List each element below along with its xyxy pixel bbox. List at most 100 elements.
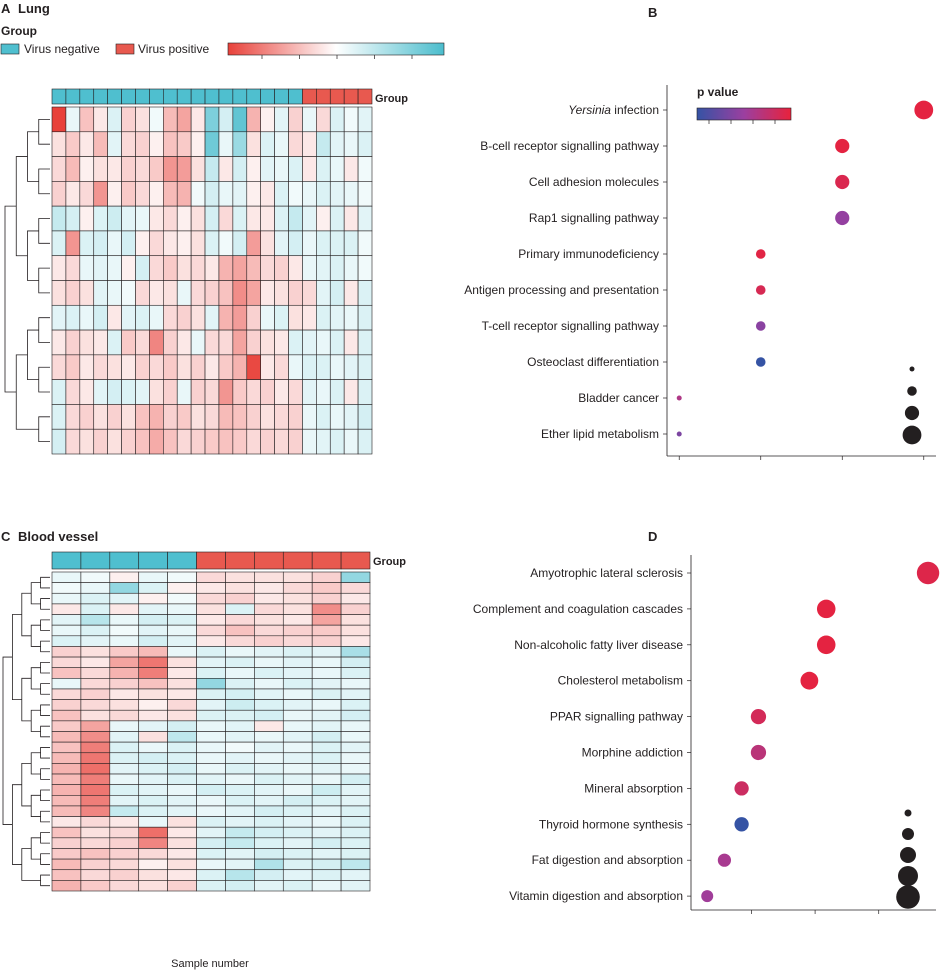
group-cell-pos — [196, 551, 226, 570]
heatmap-cell — [311, 667, 342, 679]
data-point — [676, 395, 682, 401]
heatmap-cell — [138, 603, 168, 615]
heatmap-cell — [311, 614, 342, 626]
heatmap-cell — [274, 354, 289, 380]
heatmap-cell — [135, 329, 150, 356]
heatmap-cell — [340, 614, 371, 626]
heatmap-cell — [311, 869, 342, 881]
heatmap-cell — [311, 784, 342, 796]
heatmap-cell — [51, 205, 67, 232]
heatmap-cell — [316, 156, 331, 182]
heatmap-cell — [282, 816, 313, 828]
heatmap-colorbar-ticks — [261, 55, 413, 59]
heatmap-cell — [196, 794, 226, 807]
heatmap-cell — [93, 329, 108, 356]
heatmap-cell — [190, 304, 206, 331]
heatmap-cell — [196, 741, 226, 754]
heatmap-cell — [225, 582, 255, 594]
heatmap-cell — [282, 656, 313, 668]
group-cell-pos — [254, 551, 284, 570]
heatmap-cell — [93, 404, 108, 430]
heatmap-cell — [225, 678, 255, 690]
heatmap-cell — [218, 205, 234, 232]
heatmap-cell — [225, 646, 255, 658]
heatmap-cell — [109, 869, 140, 881]
heatmap-cell — [93, 379, 108, 405]
pathway-label: Primary immunodeficiency — [518, 247, 659, 261]
heatmap-cell — [167, 624, 197, 637]
heatmap-cell — [204, 131, 220, 157]
heatmap-cell — [107, 428, 122, 455]
heatmap-cell — [135, 404, 150, 430]
heatmap-cell — [254, 624, 284, 637]
heatmap-cell — [282, 741, 313, 754]
heatmap-cell — [80, 592, 111, 605]
heatmap-cell — [138, 709, 168, 722]
heatmap-cell — [149, 304, 164, 331]
heatmap-cell — [260, 379, 275, 405]
heatmap-cell — [288, 329, 303, 356]
heatmap-cell — [225, 592, 255, 605]
heatmap-cell — [79, 255, 95, 281]
heatmap-cell — [282, 880, 313, 892]
heatmap-cell — [176, 354, 192, 380]
data-point — [734, 781, 749, 796]
heatmap-cell — [274, 181, 289, 207]
heatmap-cell — [288, 428, 303, 455]
heatmap-cell — [274, 404, 289, 430]
heatmap-cell — [79, 304, 95, 331]
heatmap-cell — [176, 379, 192, 405]
heatmap-cell — [311, 763, 342, 775]
heatmap-cell — [190, 404, 206, 430]
heatmap-cell — [246, 230, 261, 257]
heatmap-cell — [316, 106, 331, 133]
heatmap-cell — [311, 688, 342, 700]
heatmap-cell — [311, 571, 342, 583]
heatmap-cell — [311, 646, 342, 658]
heatmap-cell — [302, 156, 317, 182]
group-cell-pos — [357, 88, 373, 105]
heatmap-cell — [260, 404, 275, 430]
data-point — [701, 890, 714, 903]
data-point — [816, 599, 836, 619]
heatmap-cell — [138, 635, 168, 647]
heatmap-cell — [316, 181, 331, 207]
heatmap-cell — [282, 603, 313, 615]
heatmap-cell — [149, 230, 164, 257]
heatmap-cell — [80, 763, 111, 775]
heatmap-cell — [225, 624, 255, 637]
heatmap-cell — [311, 720, 342, 732]
heatmap-cell — [357, 404, 373, 430]
heatmap-cell — [343, 181, 359, 207]
heatmap-cell — [204, 379, 220, 405]
heatmap-cell — [138, 571, 168, 583]
heatmap-cell — [340, 848, 371, 860]
panel-a-letter: A — [1, 1, 11, 16]
heatmap-cell — [93, 428, 108, 455]
heatmap-cell — [288, 181, 303, 207]
dendrogram-branch — [30, 624, 41, 647]
heatmap-cell — [121, 329, 136, 356]
heatmap-cell — [218, 404, 234, 430]
heatmap-cell — [288, 379, 303, 405]
heatmap-cell — [274, 379, 289, 405]
heatmap-cell — [80, 582, 111, 594]
heatmap-cell — [167, 752, 197, 764]
panel-c-heatmap-cells — [51, 571, 371, 892]
heatmap-cell — [138, 646, 168, 658]
heatmap-cell — [316, 428, 331, 455]
heatmap-cell — [357, 230, 373, 257]
heatmap-cell — [51, 773, 82, 785]
heatmap-cell — [357, 255, 373, 281]
heatmap-cell — [254, 826, 284, 839]
heatmap-cell — [109, 837, 140, 849]
heatmap-cell — [288, 205, 303, 232]
heatmap-cell — [204, 329, 220, 356]
heatmap-cell — [254, 784, 284, 796]
legend-swatch-virus-negative — [0, 43, 20, 55]
heatmap-cell — [79, 280, 95, 306]
data-point — [750, 744, 767, 761]
heatmap-cell — [232, 106, 248, 133]
heatmap-cell — [282, 699, 313, 711]
heatmap-cell — [65, 205, 81, 232]
